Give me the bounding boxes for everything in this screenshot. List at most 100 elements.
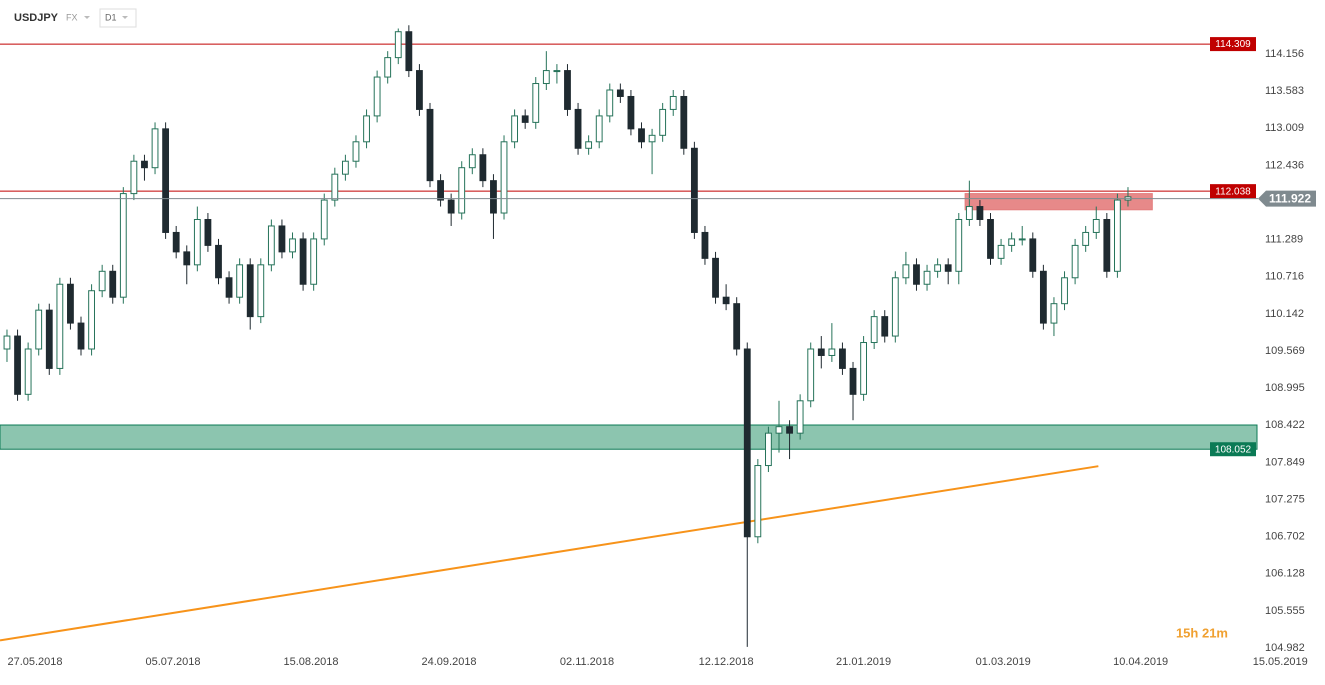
candle-body — [35, 309, 43, 350]
candle-body — [881, 316, 889, 337]
candle-body — [267, 225, 275, 266]
y-tick-label: 107.849 — [1265, 456, 1305, 468]
candle-body — [733, 303, 741, 350]
candle-body — [45, 309, 53, 369]
candle-body — [796, 400, 804, 434]
x-tick-label: 02.11.2018 — [560, 656, 614, 668]
x-tick-label: 27.05.2018 — [7, 656, 62, 668]
candle-body — [765, 432, 772, 467]
candle-body — [299, 238, 307, 285]
y-tick-label: 110.716 — [1265, 271, 1304, 283]
candle-body — [236, 264, 244, 298]
candle-body — [712, 257, 719, 298]
candle-body — [976, 206, 984, 220]
y-tick-label: 108.422 — [1265, 419, 1305, 431]
candle-body — [627, 95, 635, 130]
last-price-label: 111.922 — [1269, 191, 1311, 205]
y-tick-label: 113.009 — [1265, 122, 1304, 134]
y-tick-label: 109.569 — [1265, 345, 1305, 357]
last-price-box — [1258, 190, 1316, 207]
candle-body — [775, 426, 783, 434]
level-price-label: 114.309 — [1215, 39, 1251, 50]
candle-body — [553, 70, 561, 73]
candle-body — [500, 141, 508, 214]
candle-body — [521, 115, 529, 123]
candle-body — [1050, 303, 1058, 324]
y-tick-label: 112.436 — [1265, 159, 1304, 171]
candle-body — [542, 70, 550, 85]
candle-body — [564, 70, 571, 110]
candle-body — [1071, 244, 1079, 279]
zone-price-label: 108.052 — [1215, 444, 1252, 455]
candle-body — [130, 160, 138, 195]
candle-body — [669, 95, 677, 110]
candle-body — [437, 180, 444, 201]
candle-body — [109, 270, 117, 298]
candle-body — [722, 296, 730, 305]
x-tick-label: 01.03.2019 — [976, 656, 1031, 668]
candle-body — [1113, 199, 1121, 272]
candle-body — [204, 218, 212, 246]
timeframe-box[interactable] — [99, 8, 137, 28]
symbol: USDJPY — [14, 12, 59, 24]
candle-body — [98, 270, 106, 292]
candle-body — [532, 83, 540, 123]
candle-body — [944, 264, 952, 272]
candle-body — [754, 465, 762, 538]
candle-body — [616, 89, 624, 97]
candle-body — [1103, 218, 1111, 272]
x-tick-label: 05.07.2018 — [145, 656, 200, 668]
candle-body — [310, 238, 318, 285]
candle-body — [331, 173, 339, 201]
candle-body — [426, 108, 434, 182]
candle-body — [595, 115, 603, 143]
candle-body — [320, 199, 328, 240]
candle-body — [373, 76, 381, 117]
candle-body — [56, 283, 64, 369]
candle-body — [638, 128, 645, 143]
candle-body — [923, 270, 931, 285]
y-tick-label: 114.156 — [1265, 48, 1304, 60]
candle-body — [151, 128, 159, 169]
zone — [964, 193, 1153, 211]
candle-body — [997, 244, 1005, 259]
y-tick-label: 106.128 — [1265, 568, 1305, 580]
zone — [0, 424, 1258, 450]
candle-body — [119, 193, 127, 298]
candle-body — [585, 141, 593, 149]
dropdown-arrow — [84, 16, 90, 19]
candle-body — [701, 231, 709, 259]
trendline — [0, 465, 1099, 642]
candle-body — [278, 225, 286, 253]
candle-body — [447, 199, 455, 214]
candle-body — [648, 134, 656, 143]
candle-body — [1039, 270, 1047, 324]
candle-body — [289, 238, 296, 253]
y-tick-label: 110.142 — [1265, 308, 1304, 320]
candle-body — [458, 167, 466, 214]
candle-body — [934, 264, 942, 272]
candle-body — [225, 277, 233, 298]
candle-body — [490, 180, 497, 214]
x-tick-label: 10.04.2019 — [1113, 656, 1168, 668]
candle-body — [88, 290, 95, 350]
candle-body — [828, 348, 836, 356]
candle-body — [416, 70, 423, 110]
dropdown-arrow — [122, 16, 128, 19]
y-tick-label: 113.583 — [1265, 85, 1304, 97]
timeframe[interactable]: D1 — [105, 12, 117, 22]
candle-body — [3, 335, 11, 350]
level-price-box — [1210, 184, 1256, 199]
candle-body — [77, 322, 85, 350]
x-tick-label: 24.09.2018 — [422, 656, 477, 668]
candle-body — [141, 160, 148, 169]
candle-body — [162, 128, 170, 233]
candle-body — [807, 348, 815, 402]
candle-body — [479, 154, 487, 182]
market[interactable]: FX — [66, 12, 78, 22]
candle-body — [1008, 238, 1016, 246]
zone-price-box — [1210, 442, 1256, 457]
candle-body — [902, 264, 910, 279]
level-price-box — [1210, 37, 1256, 52]
